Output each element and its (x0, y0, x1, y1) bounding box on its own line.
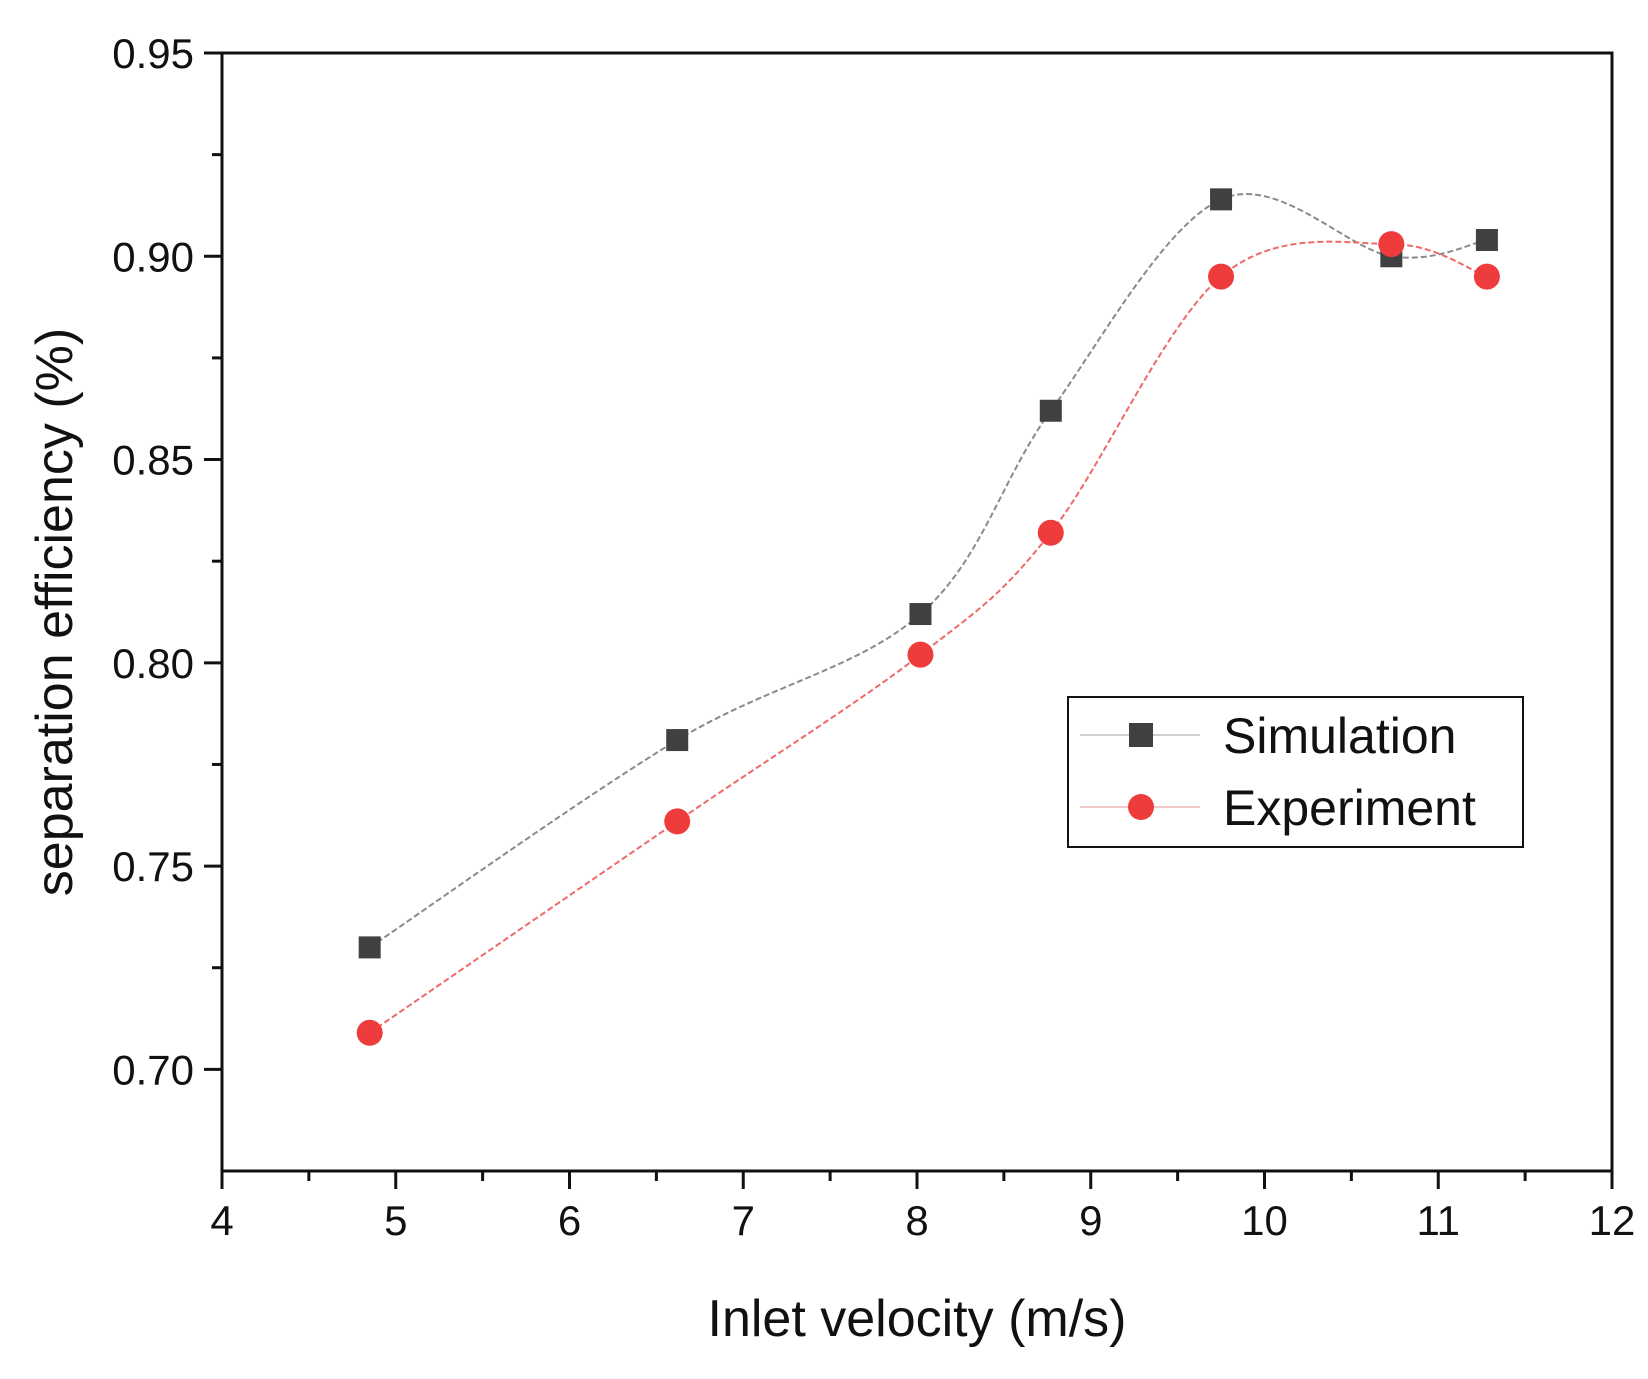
x-axis-tick-labels: 4 5 6 7 8 9 10 11 12 (210, 1197, 1635, 1244)
y-tick-label: 0.90 (112, 233, 194, 280)
experiment-point (1473, 263, 1500, 290)
simulation-point (909, 603, 932, 626)
y-axis-ticks (204, 51, 222, 1071)
legend-simulation-label: Simulation (1223, 708, 1456, 764)
y-axis-title: separation efficiency (%) (26, 328, 84, 896)
legend: Simulation Experiment (1067, 696, 1524, 848)
y-tick-label: 0.70 (112, 1046, 194, 1093)
x-tick-label: 11 (1416, 1197, 1460, 1244)
experiment-point (664, 808, 691, 835)
series-markers (356, 188, 1500, 1046)
experiment-point (1208, 263, 1235, 290)
simulation-point (1210, 188, 1233, 211)
experiment-point (1037, 519, 1064, 546)
simulation-point (1039, 399, 1062, 422)
experiment-point (907, 641, 934, 668)
x-tick-label: 5 (384, 1197, 407, 1244)
simulation-point (666, 729, 689, 752)
y-axis-tick-labels: 0.70 0.75 0.80 0.85 0.90 0.95 (112, 30, 194, 1093)
x-tick-label: 6 (558, 1197, 581, 1244)
x-tick-label: 8 (905, 1197, 928, 1244)
y-tick-label: 0.80 (112, 640, 194, 687)
x-tick-label: 12 (1589, 1197, 1636, 1244)
legend-simulation-marker (1129, 723, 1153, 747)
legend-experiment-label: Experiment (1223, 780, 1476, 836)
x-tick-label: 7 (732, 1197, 755, 1244)
x-axis-ticks (220, 1171, 1614, 1189)
legend-box (1067, 696, 1524, 848)
x-tick-label: 9 (1079, 1197, 1102, 1244)
x-tick-label: 10 (1241, 1197, 1288, 1244)
experiment-point (1378, 231, 1405, 258)
y-tick-label: 0.85 (112, 437, 194, 484)
simulation-series-line (369, 193, 1488, 949)
simulation-point (358, 936, 381, 959)
legend-experiment-marker (1128, 794, 1154, 820)
y-tick-label: 0.75 (112, 843, 194, 890)
experiment-point (356, 1019, 383, 1046)
experiment-series-line (369, 240, 1488, 1034)
x-tick-label: 4 (210, 1197, 233, 1244)
simulation-point (1475, 229, 1498, 252)
y-tick-label: 0.95 (112, 30, 194, 77)
series-lines (369, 193, 1488, 1034)
x-axis-title: Inlet velocity (m/s) (708, 1290, 1127, 1348)
